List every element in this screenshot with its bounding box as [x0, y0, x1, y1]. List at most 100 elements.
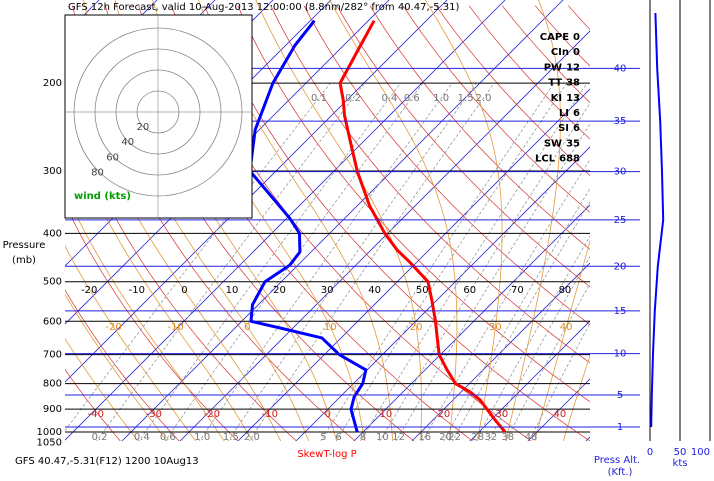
- mixing-ratio-label: 8: [360, 432, 366, 443]
- mixing-ratio-line: [320, 82, 555, 441]
- isotherm: [65, 0, 332, 267]
- speed-tick-label: 0: [647, 447, 653, 458]
- index-row: KI 13: [551, 93, 580, 104]
- mixing-ratio-line: [395, 123, 590, 441]
- mixing-ratio-line: [475, 235, 590, 441]
- moist-adiabat: [197, 0, 394, 441]
- index-label: CAPE: [540, 32, 569, 43]
- mixing-ratio-label: 5: [320, 432, 326, 443]
- index-value: 12: [566, 62, 580, 73]
- mixing-ratio-label: 1.0: [433, 93, 449, 104]
- isotherm: [353, 204, 590, 441]
- moist-adiabat-label: -10: [167, 322, 183, 333]
- altitude-tick-label: 15: [614, 306, 627, 317]
- mixing-ratio-label: 32: [484, 432, 497, 443]
- hodograph-box: [64, 14, 253, 219]
- isotherm-label: -30: [146, 409, 162, 420]
- speed-axis-label: kts: [673, 458, 688, 469]
- altitude-tick-label: 1: [617, 422, 623, 433]
- dry-adiabat-label: 60: [463, 285, 476, 296]
- mixing-ratio-line: [505, 282, 590, 441]
- index-value: 13: [566, 93, 580, 104]
- plot-area: [65, 0, 590, 441]
- isotherm-label: 20: [437, 409, 450, 420]
- mixing-ratio-line: [442, 187, 590, 441]
- dry-adiabat: [237, 5, 590, 403]
- index-value: 688: [559, 154, 580, 165]
- index-row: TT 38: [548, 78, 580, 89]
- mixing-ratio-line: [379, 102, 590, 441]
- mixing-ratio-label: 0.1: [311, 93, 327, 104]
- index-row: LCL 688: [535, 154, 580, 165]
- hodograph-ring-label: 40: [121, 137, 134, 148]
- y-axis-label: Pressure: [3, 240, 46, 251]
- isotherm: [295, 146, 590, 441]
- y-tick-label: 200: [43, 78, 62, 89]
- isotherm-label: 0: [325, 409, 331, 420]
- moist-adiabat-label: 30: [489, 322, 502, 333]
- hodograph-ring: [73, 27, 243, 197]
- dry-adiabat-label: 80: [559, 285, 572, 296]
- speed-tick-label: 50: [674, 447, 687, 458]
- dry-adiabat: [402, 5, 590, 213]
- mixing-ratio-line: [451, 200, 590, 441]
- index-label: PW: [544, 62, 562, 73]
- y-tick-label: 600: [43, 316, 62, 327]
- mixing-ratio-label: 12: [392, 432, 405, 443]
- y-tick-label: 1000: [37, 427, 62, 438]
- index-label: SI: [558, 123, 569, 134]
- index-value: 35: [566, 138, 580, 149]
- chart-subtitle: GFS 40.47,-5.31(F12) 1200 10Aug13: [15, 456, 199, 467]
- isotherm: [65, 0, 390, 325]
- index-row: SW 35: [544, 138, 580, 149]
- hodograph-ring-label: 60: [106, 152, 119, 163]
- altitude-tick-label: 40: [614, 63, 627, 74]
- hodograph-ring: [136, 90, 180, 134]
- index-value: 0: [573, 47, 580, 58]
- isotherm: [411, 262, 590, 441]
- altitude-tick-label: 30: [614, 167, 627, 178]
- mixing-ratio-line: [248, 82, 495, 441]
- moist-adiabat: [424, 0, 503, 441]
- mixing-ratio-label: 2.0: [244, 432, 260, 443]
- wind-speed-profile: [650, 12, 665, 428]
- index-label: LI: [559, 108, 569, 119]
- dry-adiabat: [303, 5, 590, 326]
- mixing-ratio-line: [528, 322, 590, 441]
- y-axis-label: (mb): [12, 255, 36, 266]
- mixing-ratio-label: 16: [418, 432, 431, 443]
- mixing-ratio-label: 0.2: [92, 432, 108, 443]
- dry-adiabat-label: 40: [368, 285, 381, 296]
- moist-adiabat-label: -20: [105, 322, 121, 333]
- mixing-ratio-line: [335, 82, 568, 441]
- index-label: LCL: [535, 154, 556, 165]
- y-tick-label: 500: [43, 277, 62, 288]
- mixing-ratio-label: 20: [439, 432, 452, 443]
- mixing-ratio-line: [360, 82, 588, 441]
- moist-adiabat: [65, 190, 225, 441]
- dry-adiabat-label: 70: [511, 285, 524, 296]
- dry-adiabat-label: -20: [81, 285, 97, 296]
- dry-adiabat: [435, 5, 590, 177]
- dry-adiabat-label: 0: [181, 285, 187, 296]
- index-value: 38: [566, 78, 580, 89]
- mixing-ratio-label: 1.0: [194, 432, 210, 443]
- index-label: CIn: [551, 47, 569, 58]
- isotherm-label: 30: [495, 409, 508, 420]
- moist-adiabat: [563, 354, 590, 441]
- index-row: CIn 0: [551, 47, 580, 58]
- moist-adiabat: [65, 293, 168, 441]
- altitude-tick-label: 5: [617, 390, 623, 401]
- index-value: 6: [573, 123, 580, 134]
- mixing-ratio-label: 0.6: [404, 93, 420, 104]
- dry-adiabat-label: 10: [226, 285, 239, 296]
- moist-adiabat-label: 20: [410, 322, 423, 333]
- mixing-ratio-line: [422, 158, 590, 441]
- altitude-tick-label: 25: [614, 215, 627, 226]
- moist-adiabat-label: 40: [560, 322, 573, 333]
- index-row: PW 12: [544, 62, 580, 73]
- mixing-ratio-label: 28: [471, 432, 484, 443]
- moist-adiabat: [534, 239, 590, 441]
- moist-adiabat-label: 10: [324, 322, 337, 333]
- isotherm: [469, 320, 590, 441]
